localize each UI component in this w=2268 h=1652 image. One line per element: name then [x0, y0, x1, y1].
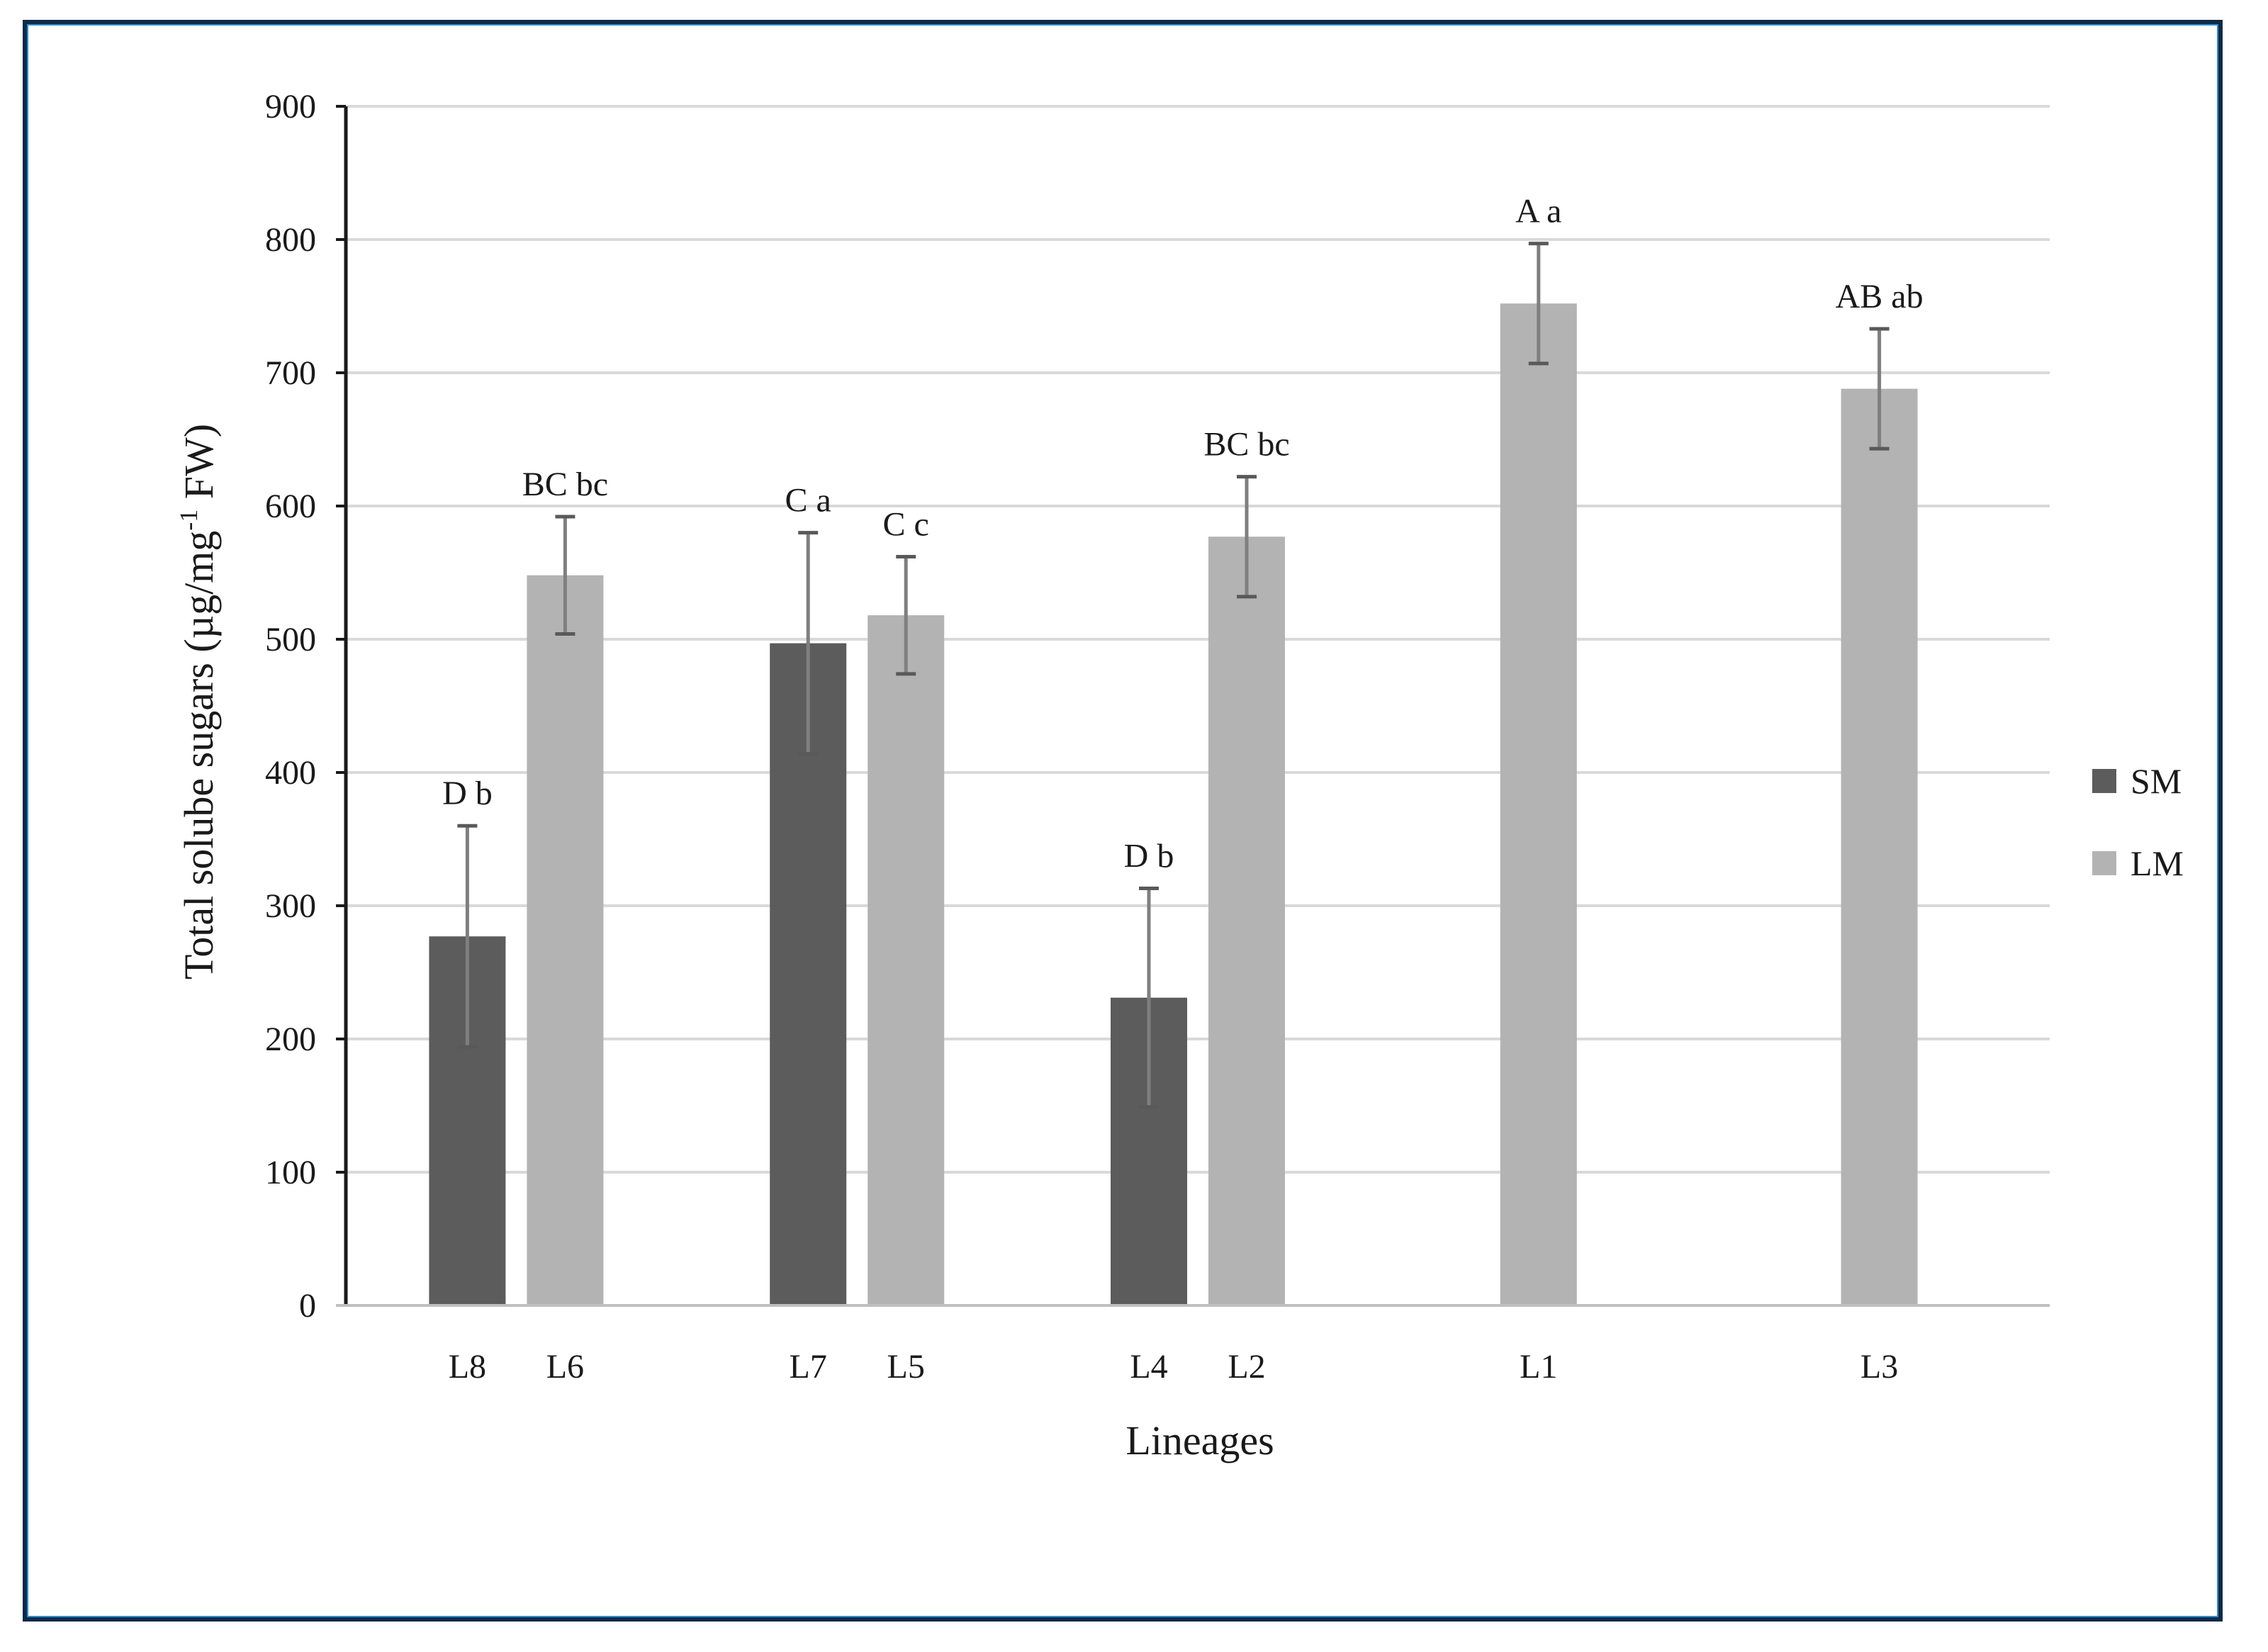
bar-L5	[868, 615, 945, 1305]
annotation-L4: D b	[1124, 838, 1174, 875]
axes	[336, 105, 2050, 1307]
y-axis-title-superscript: -1	[174, 510, 203, 531]
annotation-L7: C a	[785, 482, 831, 519]
y-tick-labels: 0 100 200 300 400 500 600 700 800 900	[265, 88, 316, 1325]
y-tick-label-0: 0	[299, 1287, 316, 1325]
annotation-L3: AB ab	[1836, 278, 1924, 315]
bars	[429, 303, 1918, 1305]
bar-L2	[1208, 536, 1285, 1305]
legend-swatch-SM	[2092, 769, 2116, 793]
x-tick-label-L1: L1	[1520, 1348, 1557, 1386]
y-tick-label-200: 200	[265, 1021, 316, 1058]
y-tick-label-600: 600	[265, 488, 316, 525]
bar-L3	[1841, 388, 1918, 1305]
y-tick-label-800: 800	[265, 221, 316, 259]
y-tick-label-500: 500	[265, 621, 316, 658]
bar-L6	[527, 575, 604, 1305]
bar-L1	[1500, 303, 1577, 1305]
y-axis-title: Total solube sugars (µg/mg-1 FW)	[174, 424, 222, 979]
annotation-L1: A a	[1515, 193, 1561, 230]
y-tick-label-900: 900	[265, 88, 316, 125]
x-tick-labels: L8 L6 L7 L5 L4 L2 L1 L3	[449, 1348, 1899, 1386]
annotation-L2: BC bc	[1203, 426, 1289, 463]
y-tick-label-300: 300	[265, 887, 316, 925]
x-tick-label-L2: L2	[1228, 1348, 1265, 1386]
error-bars	[457, 242, 1890, 1109]
x-tick-label-L8: L8	[449, 1348, 486, 1386]
x-tick-label-L4: L4	[1130, 1348, 1167, 1386]
annotation-L6: BC bc	[522, 466, 608, 503]
y-tick-label-700: 700	[265, 354, 316, 392]
x-axis-title: Lineages	[1125, 1417, 1274, 1463]
y-tick-label-400: 400	[265, 754, 316, 792]
annotation-L5: C c	[883, 505, 929, 543]
y-tick-label-100: 100	[265, 1154, 316, 1191]
x-tick-label-L7: L7	[790, 1348, 827, 1386]
legend-label-SM: SM	[2131, 761, 2182, 801]
x-tick-label-L3: L3	[1860, 1348, 1898, 1386]
annotation-L8: D b	[442, 775, 493, 812]
legend-swatch-LM	[2092, 851, 2116, 875]
gridlines	[346, 105, 2050, 1174]
x-tick-label-L5: L5	[887, 1348, 925, 1386]
legend-label-LM: LM	[2131, 843, 2184, 883]
x-tick-label-L6: L6	[546, 1348, 584, 1386]
y-axis-title-main: Total solube sugars (µg/mg	[176, 531, 222, 979]
legend: SM LM	[2092, 761, 2184, 883]
bar-annotations: D b BC bc C a C c D b BC bc A a AB ab	[442, 193, 1924, 875]
y-axis-title-tail: FW)	[176, 424, 222, 510]
